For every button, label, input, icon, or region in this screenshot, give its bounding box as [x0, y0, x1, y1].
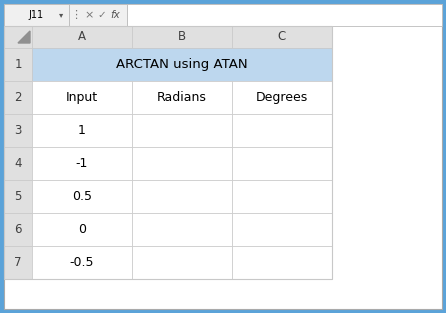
Bar	[4, 26, 332, 279]
Text: 3: 3	[14, 124, 22, 137]
Bar	[32, 180, 132, 213]
Bar	[232, 114, 332, 147]
Bar	[132, 246, 232, 279]
Bar	[132, 180, 232, 213]
Text: -1: -1	[76, 157, 88, 170]
Bar	[132, 114, 232, 147]
Text: ARCTAN using ATAN: ARCTAN using ATAN	[116, 58, 248, 71]
Text: J11: J11	[29, 10, 44, 20]
Text: -0.5: -0.5	[70, 256, 94, 269]
Bar	[32, 246, 132, 279]
Bar	[32, 213, 132, 246]
Bar	[4, 81, 32, 114]
Bar	[232, 147, 332, 180]
Polygon shape	[18, 31, 30, 43]
Bar	[132, 26, 232, 48]
Bar	[132, 81, 232, 114]
Text: 1: 1	[14, 58, 22, 71]
Bar	[4, 114, 32, 147]
Text: ⋮: ⋮	[70, 10, 82, 20]
Text: B: B	[178, 30, 186, 44]
Bar	[32, 81, 132, 114]
Text: A: A	[78, 30, 86, 44]
Bar	[4, 48, 32, 81]
Text: 5: 5	[14, 190, 22, 203]
Bar	[232, 180, 332, 213]
Bar	[32, 147, 132, 180]
Bar	[4, 180, 32, 213]
Text: Degrees: Degrees	[256, 91, 308, 104]
Bar	[232, 213, 332, 246]
Text: 0: 0	[78, 223, 86, 236]
Text: ✓: ✓	[98, 10, 107, 20]
Text: C: C	[278, 30, 286, 44]
Bar	[69, 4, 127, 26]
Bar	[127, 4, 442, 26]
Text: 2: 2	[14, 91, 22, 104]
Text: ×: ×	[84, 10, 94, 20]
Bar	[232, 81, 332, 114]
Bar	[132, 213, 232, 246]
Bar	[32, 48, 332, 81]
Bar	[4, 4, 69, 26]
Bar	[132, 147, 232, 180]
Text: 0.5: 0.5	[72, 190, 92, 203]
Bar	[32, 114, 132, 147]
Text: Radians: Radians	[157, 91, 207, 104]
Bar	[4, 147, 32, 180]
Text: 6: 6	[14, 223, 22, 236]
Text: 7: 7	[14, 256, 22, 269]
Text: ▾: ▾	[59, 11, 63, 19]
Bar	[4, 213, 32, 246]
Bar	[4, 246, 32, 279]
Bar	[32, 26, 132, 48]
Text: 4: 4	[14, 157, 22, 170]
Bar	[232, 26, 332, 48]
Bar	[232, 246, 332, 279]
Text: fx: fx	[110, 10, 120, 20]
Text: Input: Input	[66, 91, 98, 104]
Text: 1: 1	[78, 124, 86, 137]
Bar	[4, 26, 32, 48]
